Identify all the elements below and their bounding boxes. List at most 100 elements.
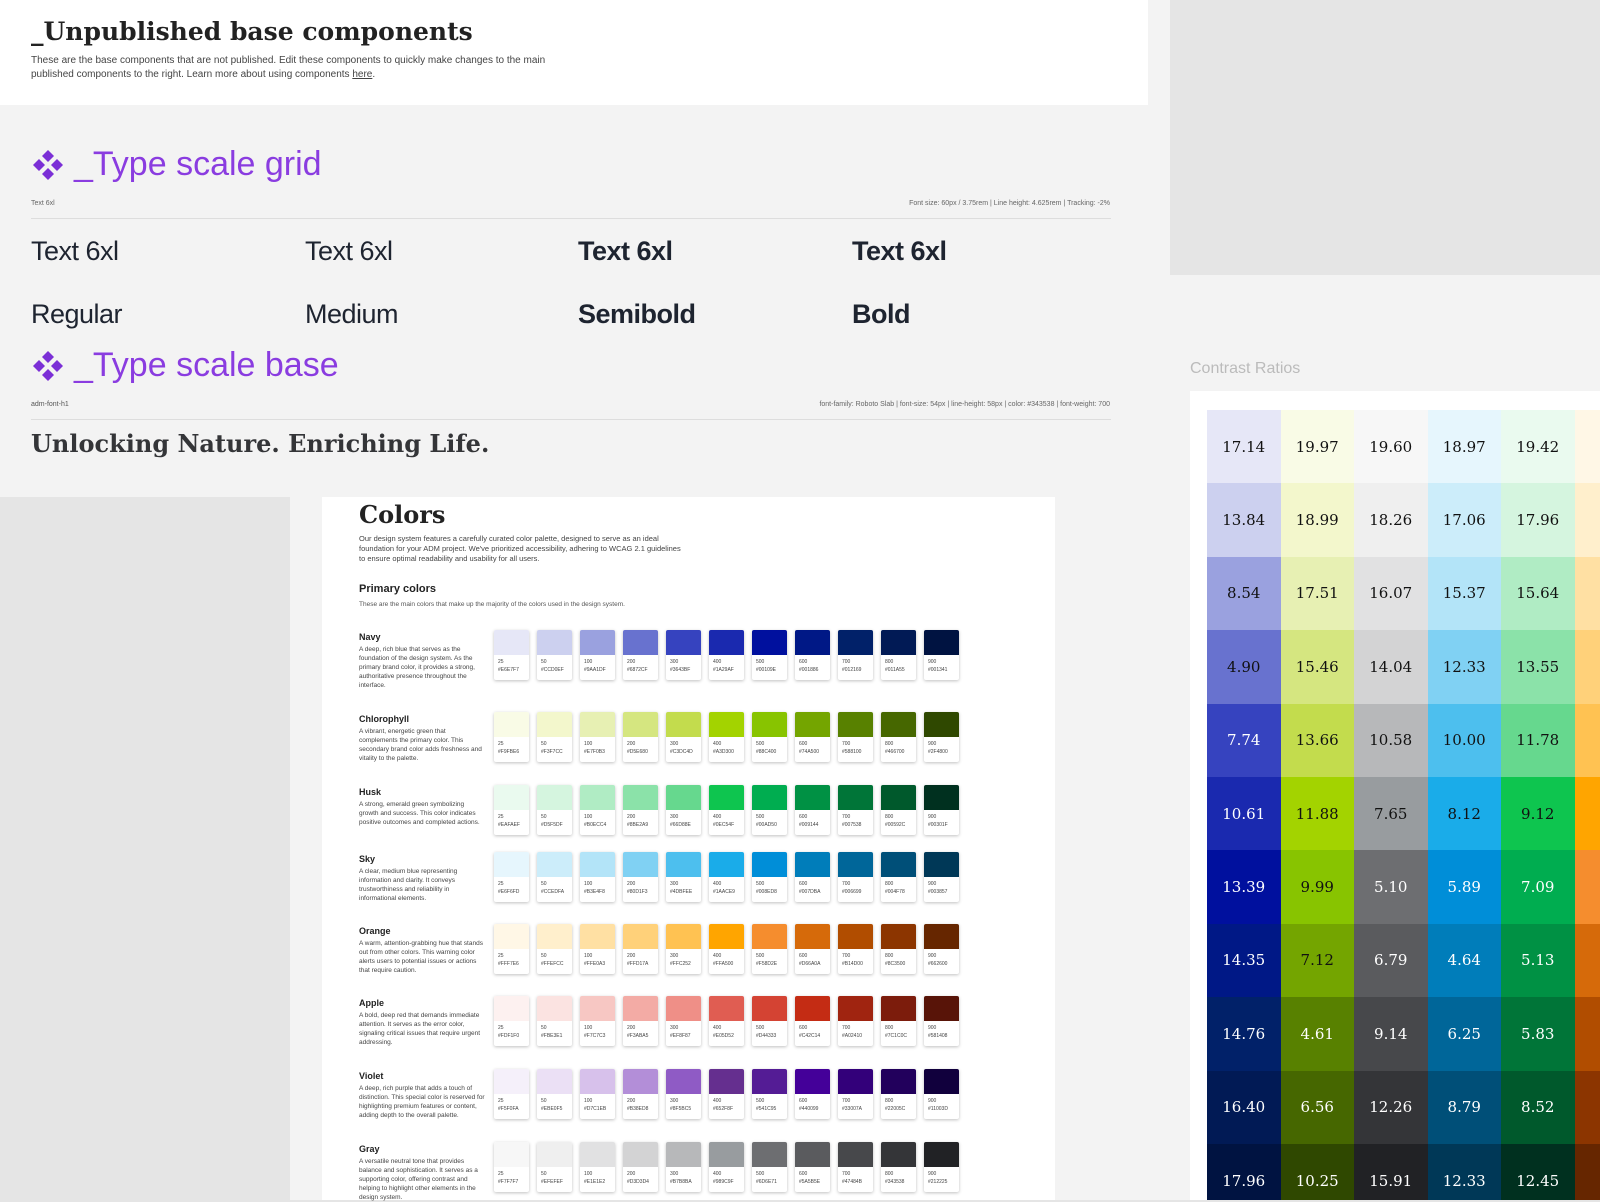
- contrast-cell: 18.97: [1428, 410, 1502, 483]
- swatch-step: 300: [670, 659, 678, 665]
- swatch-step: 600: [799, 953, 807, 959]
- swatch-color: [838, 852, 873, 877]
- learn-more-link[interactable]: here: [352, 69, 372, 80]
- swatch-step: 50: [541, 659, 547, 665]
- swatch-color: [666, 630, 701, 655]
- swatch: 50#CCD0EF: [537, 630, 572, 680]
- swatch: 25#F5F0FA: [494, 1069, 529, 1119]
- swatch-step: 400: [713, 1098, 721, 1104]
- swatch-hex: #D3D3D4: [627, 1179, 649, 1185]
- swatch: 400#0EC54F: [709, 785, 744, 835]
- swatch-color: [709, 852, 744, 877]
- swatch-step: 100: [584, 1171, 592, 1177]
- swatch-hex: #80D1F3: [627, 889, 648, 895]
- swatch-step: 200: [627, 814, 635, 820]
- swatch-color: [623, 924, 658, 949]
- swatch: 50#F3F7CC: [537, 712, 572, 762]
- contrast-cell: [1575, 924, 1600, 997]
- swatch-color: [881, 996, 916, 1021]
- contrast-cell: 12.45: [1501, 1144, 1575, 1200]
- swatch-step: 50: [541, 741, 547, 747]
- swatch-hex: #F3ABA5: [627, 1033, 648, 1039]
- swatch-color: [881, 1069, 916, 1094]
- placeholder-panel: [1170, 0, 1600, 275]
- color-description: A warm, attention-grabbing hue that stan…: [359, 939, 485, 975]
- swatch-color: [752, 712, 787, 737]
- swatch-hex: #1AACE9: [713, 889, 735, 895]
- contrast-cell: 9.12: [1501, 777, 1575, 850]
- color-description: A clear, medium blue representing inform…: [359, 867, 485, 903]
- swatch-step: 600: [799, 814, 807, 820]
- swatch: 800#22005C: [881, 1069, 916, 1119]
- swatch-color: [623, 1069, 658, 1094]
- swatch: 25#E6E7F7: [494, 630, 529, 680]
- swatch-color: [580, 924, 615, 949]
- contrast-cell: 17.96: [1207, 1144, 1281, 1200]
- swatch: 500#00AD50: [752, 785, 787, 835]
- swatch-color: [709, 1142, 744, 1167]
- swatch: 400#FFA500: [709, 924, 744, 974]
- contrast-cell: 6.79: [1354, 924, 1428, 997]
- swatch-step: 900: [928, 953, 936, 959]
- swatch: 400 #652F8F: [709, 1069, 744, 1119]
- swatch-hex: #B14D00: [842, 961, 863, 967]
- swatch-step: 200: [627, 881, 635, 887]
- swatch-hex: #E05D52: [713, 1033, 734, 1039]
- swatch: 700#A02410: [838, 996, 873, 1046]
- swatch-color: [752, 1142, 787, 1167]
- swatch-color: [924, 630, 959, 655]
- swatch-hex: #4DBFEE: [670, 889, 692, 895]
- swatch-hex: #B7B8BA: [670, 1179, 692, 1185]
- contrast-cell: 7.65: [1354, 777, 1428, 850]
- swatch-hex: #652F8F: [713, 1106, 733, 1112]
- swatch-step: 900: [928, 814, 936, 820]
- swatch: 800#8C3500: [881, 924, 916, 974]
- swatch-hex: #FFD17A: [627, 961, 648, 967]
- swatch-step: 50: [541, 1025, 547, 1031]
- swatch-color: [709, 785, 744, 810]
- swatch: 800#004F78: [881, 852, 916, 902]
- color-name: Orange: [359, 926, 391, 936]
- swatch: 900#212225: [924, 1142, 959, 1192]
- style-spec: Font size: 60px / 3.75rem | Line height:…: [909, 200, 1110, 207]
- swatch-color: [924, 712, 959, 737]
- swatch-step: 100: [584, 881, 592, 887]
- contrast-cell: 10.00: [1428, 704, 1502, 777]
- swatch-hex: #E1E1E2: [584, 1179, 605, 1185]
- swatch-hex: #47484B: [842, 1179, 862, 1185]
- swatch: 25#FFF7E6: [494, 924, 529, 974]
- swatch: 900#11003D: [924, 1069, 959, 1119]
- swatch: 900#581408: [924, 996, 959, 1046]
- swatch-step: 700: [842, 1025, 850, 1031]
- section-title: _Type scale base: [74, 346, 339, 385]
- swatch-hex: #11003D: [928, 1106, 948, 1112]
- contrast-cell: 12.33: [1428, 1144, 1502, 1200]
- swatch-color: [752, 785, 787, 810]
- swatch-hex: #440099: [799, 1106, 818, 1112]
- swatch-step: 800: [885, 1098, 893, 1104]
- swatch: 600 #009144: [795, 785, 830, 835]
- swatch-color: [494, 924, 529, 949]
- swatch: 700#007538: [838, 785, 873, 835]
- swatch-step: 200: [627, 659, 635, 665]
- swatch: 400#E05D52: [709, 996, 744, 1046]
- page-description: These are the base components that are n…: [31, 54, 576, 82]
- swatch-hex: #FFF7E6: [498, 961, 519, 967]
- weight-label: Semibold: [578, 299, 696, 330]
- swatch-step: 25: [498, 1025, 504, 1031]
- contrast-cell: 19.97: [1281, 410, 1355, 483]
- swatch: 700#012169: [838, 630, 873, 680]
- gutter: [1148, 0, 1170, 1200]
- swatch: 400#1A29AF: [709, 630, 744, 680]
- swatch-hex: #009144: [799, 822, 818, 828]
- swatch-hex: #D7C1EB: [584, 1106, 606, 1112]
- swatch-step: 500: [756, 741, 764, 747]
- color-description: A versatile neutral tone that provides b…: [359, 1157, 485, 1202]
- type-sample: Text 6xl: [852, 236, 947, 267]
- swatch-hex: #FFE0A3: [584, 961, 605, 967]
- swatch-hex: #D5F5DF: [541, 822, 563, 828]
- contrast-cell: 4.90: [1207, 630, 1281, 703]
- swatch-hex: #E6E7F7: [498, 667, 519, 673]
- swatch-step: 25: [498, 741, 504, 747]
- side-panel: [0, 497, 290, 1200]
